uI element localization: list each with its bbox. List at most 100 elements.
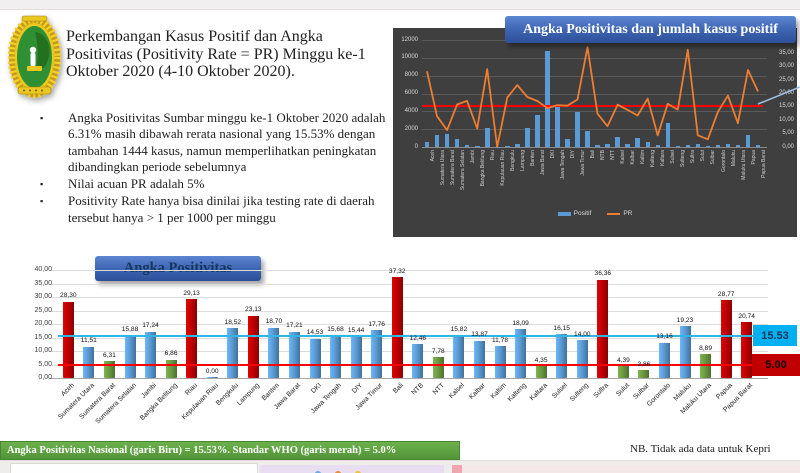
province-bar-jawa-timur [371, 330, 383, 378]
top-chart-left-tick: 0 [414, 143, 418, 150]
bottom-chart-x-label: Kepulauan Riau [180, 382, 220, 422]
bottom-chart-x-label: Sumatera Selatan [94, 382, 138, 426]
top-chart-left-tick: 6000 [404, 90, 418, 96]
bar-value-label: 19,23 [676, 316, 694, 324]
bar-value-label: 14,00 [574, 330, 591, 338]
bar-value-label: 18,52 [224, 318, 242, 326]
positif-bar [565, 138, 570, 147]
province-bar-jawa-barat [288, 331, 300, 378]
positif-bar [605, 144, 610, 147]
bottom-chart-x-label: Gorontalo [645, 382, 672, 409]
top-chart-x-label: Sumatera Barat [449, 150, 456, 186]
bottom-chart-y-tick: 10,00 [34, 347, 52, 354]
top-chart-x-label: Kalteng [650, 150, 657, 167]
bottom-chart-x-label: Lampung [235, 382, 261, 407]
bottom-chart-y-tick: 30,00 [34, 293, 52, 300]
top-chart-x-label: Sulsel [670, 150, 677, 164]
bar-value-label: 15,82 [450, 325, 468, 333]
bar-value-label: 14,53 [306, 329, 324, 337]
background-window-strip [0, 460, 800, 473]
positif-bar [585, 131, 590, 147]
bottom-chart-x-label: Sumatera Barat [78, 382, 117, 421]
bar-value-label: 6,86 [164, 350, 178, 357]
province-bar-maluku [679, 326, 691, 378]
background-window-pink[interactable] [462, 465, 800, 473]
bottom-chart-x-label: Jawa Barat [272, 382, 302, 412]
bar-value-label: 20,74 [738, 312, 755, 320]
top-chart-gridline [422, 129, 767, 131]
positif-bar [424, 141, 430, 148]
top-chart-x-label: DKI [550, 150, 556, 159]
background-window-white[interactable] [10, 463, 258, 473]
positif-bar [725, 143, 731, 147]
bar-value-label: 15,44 [347, 326, 365, 334]
bar-value-label: 11,78 [491, 336, 508, 344]
top-chart-x-label: NTT [610, 150, 617, 160]
pink-square-icon [452, 465, 462, 473]
top-chart-x-label: Maluku Utara [740, 150, 747, 180]
positif-bar [655, 145, 660, 147]
bottom-chart-x-label: Kalsel [448, 382, 467, 401]
background-window-lavender[interactable] [260, 465, 444, 473]
bottom-chart-gridline [50, 283, 768, 285]
top-chart-x-label: Sulbar [710, 150, 717, 165]
positif-bar [695, 144, 701, 147]
top-chart-left-tick: 12000 [401, 36, 418, 43]
positif-bar [555, 106, 560, 147]
positif-bar [685, 145, 691, 147]
top-chart-right-tick: 5,00 [782, 130, 794, 137]
province-bar-dki [309, 338, 321, 378]
positif-bar [595, 145, 600, 147]
slide-title: Perkembangan Kasus Positif dan Angka Pos… [66, 28, 366, 81]
bar-value-label: 28,77 [717, 290, 735, 298]
who-standard-callout: 5.00 [752, 354, 800, 376]
bar-value-label: 23,13 [245, 306, 262, 313]
province-bar-jambi [145, 331, 156, 378]
bottom-chart-gridline [50, 364, 768, 366]
top-chart-right-tick: 30,00 [778, 63, 794, 70]
bar-value-label: 37,32 [388, 267, 406, 275]
positif-bar [454, 139, 460, 147]
top-chart-right-tick: 25,00 [778, 76, 794, 83]
province-bar-sulut [617, 366, 629, 378]
bottom-chart-x-label: Kalteng [506, 382, 529, 404]
bottom-chart-gridline [50, 310, 768, 312]
positif-bar [505, 146, 510, 147]
bullet-text: Angka Positivitas Sumbar minggu ke-1 Okt… [68, 110, 386, 174]
bar-value-label: 11,51 [80, 337, 97, 345]
bottom-chart-x-label: Sulteng [568, 382, 590, 404]
positif-bar [434, 135, 440, 147]
top-chart-right-tick: 35,00 [778, 49, 794, 56]
top-chart-x-label: Banten [529, 150, 536, 166]
bottom-chart-x-label: Kaltim [489, 382, 508, 401]
top-chart-x-label: Jawa Barat [539, 150, 546, 176]
national-rate-callout: 15.53 [753, 325, 797, 346]
province-bar-sumatera-selatan [124, 335, 136, 378]
top-chart-panel: 0 2000 4000 6000 8000 10000 12000 0,00 5,00 10,00… [393, 28, 797, 237]
top-chart-right-tick: 10,00 [778, 116, 794, 123]
top-chart-x-label: Sulteng [680, 150, 687, 167]
top-chart-gridline [422, 111, 767, 113]
positif-bar [665, 122, 670, 147]
bullet-list: ▪ Angka Positivitas Sumbar minggu ke-1 Ok… [38, 110, 390, 227]
positif-bar [625, 143, 630, 147]
reference-line-nasional [58, 335, 753, 338]
bottom-chart-gridline [50, 337, 768, 339]
bottom-chart-x-label: Bangka Belitung [138, 382, 179, 422]
top-chart-x-label: Aceh [429, 150, 436, 162]
top-chart-national-line [422, 104, 763, 107]
bottom-chart-x-label: NTB [410, 382, 426, 397]
bottom-chart-x-label: Sulsel [551, 382, 570, 401]
bullet-text: Nilai acuan PR adalah 5% [68, 176, 205, 191]
bar-value-label: 13,87 [471, 331, 488, 339]
bottom-chart-x-label: Papua Barat [722, 382, 755, 414]
top-chart-x-label: Lampung [519, 150, 526, 171]
top-chart-x-label: Papua [750, 150, 757, 165]
bar-value-label: 29,13 [183, 289, 200, 297]
bar-value-label: 15,88 [121, 325, 139, 333]
yellow-dot-icon [355, 471, 361, 473]
top-chart-left-tick: 2000 [404, 125, 418, 132]
bottom-chart-x-label: Banten [261, 382, 282, 403]
bottom-chart-y-tick: 0,00 [38, 374, 52, 381]
bottom-chart-x-label: Jawa Timur [354, 382, 385, 412]
